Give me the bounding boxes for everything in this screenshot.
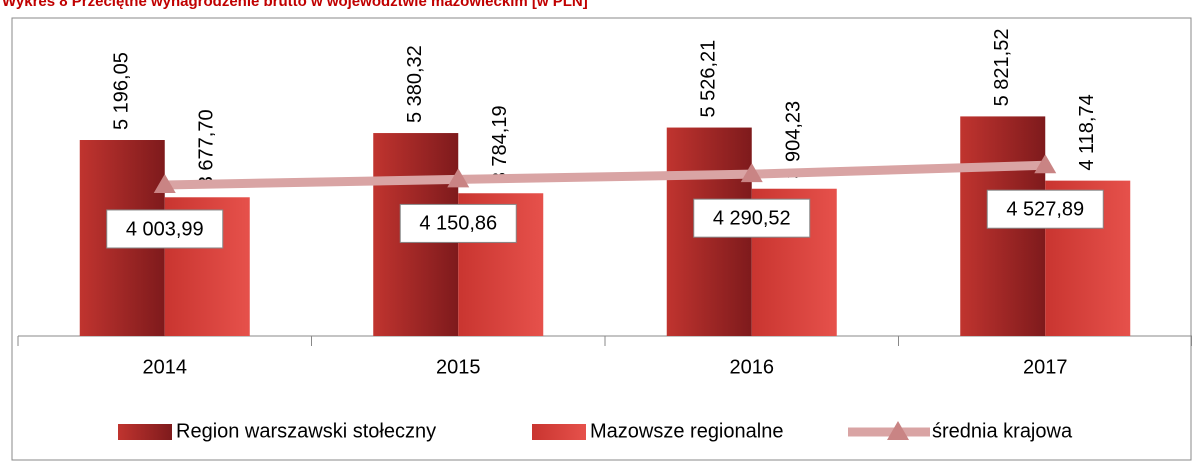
- x-tick-label: 2016: [730, 356, 775, 378]
- marker: [1034, 154, 1057, 174]
- data-label-box: [986, 189, 1104, 229]
- data-label-box: [399, 203, 517, 243]
- data-label: 4 150,86: [419, 213, 497, 235]
- data-label: 4 118,74: [1076, 94, 1098, 170]
- legend-swatch: [532, 424, 586, 440]
- data-label: 4 527,89: [1006, 198, 1084, 220]
- data-label: 3 677,70: [196, 109, 218, 187]
- legend-label: Region warszawski stołeczny: [176, 420, 436, 442]
- legend-swatch: [887, 421, 909, 440]
- x-tick-label: 2015: [436, 356, 481, 378]
- data-label: 5 196,05: [111, 52, 133, 130]
- marker: [740, 163, 763, 183]
- legend-label: średnia krajowa: [932, 420, 1073, 442]
- data-label: 3 784,19: [489, 105, 511, 183]
- data-label: 3 904,23: [783, 101, 805, 179]
- legend-label: Mazowsze regionalne: [590, 420, 783, 442]
- line: [164, 160, 1046, 190]
- data-label: 5 526,21: [698, 40, 720, 118]
- data-label: 4 290,52: [713, 207, 791, 229]
- x-tick-label: 2014: [143, 356, 188, 378]
- data-label: 5 821,52: [991, 29, 1013, 107]
- data-label: 5 380,32: [404, 45, 426, 123]
- data-label-box: [106, 209, 224, 249]
- chart-frame: [11, 17, 1192, 461]
- marker: [447, 168, 470, 188]
- x-tick-label: 2017: [1023, 356, 1068, 378]
- marker: [153, 173, 176, 193]
- legend-swatch: [118, 424, 172, 440]
- data-label-box: [693, 198, 811, 238]
- data-label: 4 003,99: [126, 218, 204, 240]
- chart-title: Wykres 8 Przeciętne wynagrodzenie brutto…: [2, 0, 588, 10]
